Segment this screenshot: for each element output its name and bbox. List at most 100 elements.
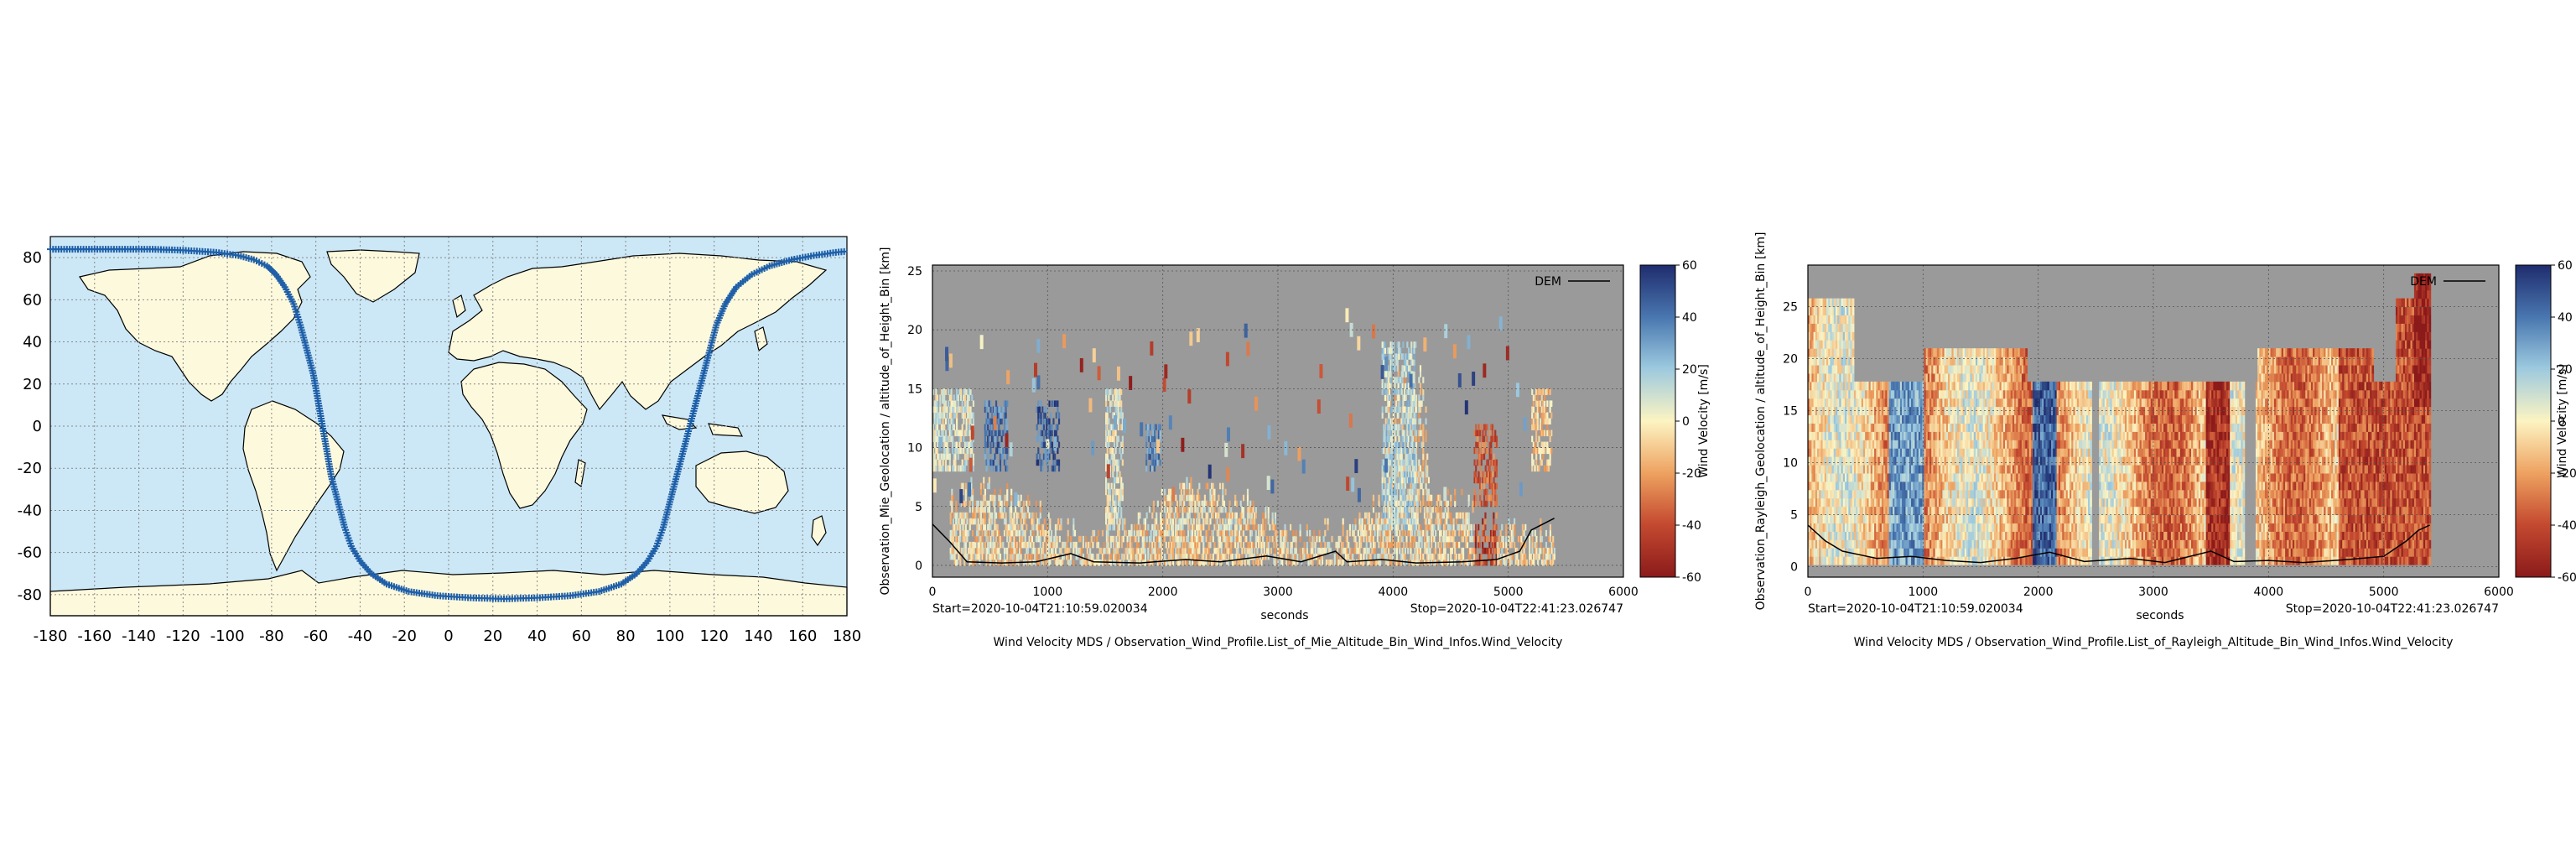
- mie-cell: [1385, 476, 1388, 484]
- mie-cell: [1117, 459, 1119, 466]
- mie-cell: [1235, 529, 1238, 537]
- mie-cell: [1089, 541, 1092, 549]
- mie-cell: [1383, 447, 1385, 455]
- mie-cell: [1146, 424, 1149, 431]
- mie-cell: [1216, 500, 1218, 508]
- mie-cell: [988, 512, 990, 519]
- mie-cell: [1397, 418, 1400, 425]
- mie-cell: [1145, 535, 1148, 543]
- mie-cell: [992, 465, 995, 472]
- mie-cell: [1385, 430, 1388, 437]
- mie-cell: [1179, 541, 1182, 549]
- mie-cell: [1060, 518, 1062, 525]
- mie-cell: [951, 547, 953, 554]
- mie-cell: [1222, 488, 1224, 496]
- mie-cell: [1383, 482, 1385, 490]
- mie-cell: [1409, 453, 1411, 461]
- mie-cell: [1041, 523, 1043, 531]
- mie-cell: [1006, 418, 1009, 425]
- mie-cell: [987, 424, 989, 431]
- mie-cell: [1418, 459, 1420, 466]
- mie-cell: [1171, 547, 1175, 554]
- mie-cell: [1299, 547, 1301, 554]
- mie-cell: [969, 553, 971, 560]
- mie-cell: [977, 541, 979, 549]
- mie-cell: [1088, 398, 1093, 413]
- mie-cell: [988, 523, 990, 531]
- mie-cell: [1452, 523, 1455, 531]
- mie-cell: [955, 512, 958, 519]
- mie-cell: [958, 541, 960, 549]
- mie-cell: [1064, 547, 1067, 554]
- mie-cell: [1194, 512, 1197, 519]
- mie-cell: [1258, 523, 1260, 531]
- mie-cell: [1108, 418, 1110, 425]
- island-japan: [754, 326, 768, 352]
- mie-cell: [1403, 430, 1406, 437]
- mie-cell: [1242, 529, 1245, 537]
- mie-cell: [1020, 535, 1022, 543]
- mie-cell: [948, 459, 951, 466]
- mie-cell: [1182, 523, 1184, 531]
- mie-cell: [1145, 453, 1148, 461]
- mie-cell: [1109, 547, 1111, 554]
- mie-cell: [969, 547, 971, 554]
- mie-cell: [1299, 529, 1301, 537]
- mie-cell: [1002, 512, 1005, 519]
- mie-cell: [1183, 500, 1186, 508]
- mie-cell: [1388, 447, 1390, 455]
- mie-cell: [968, 547, 970, 554]
- mie-cell: [1197, 506, 1199, 513]
- mie-cell: [1060, 523, 1062, 531]
- mie-cell: [1394, 447, 1396, 455]
- mie-cell: [1194, 529, 1197, 537]
- mie-cell: [977, 535, 979, 543]
- mie-cell: [1478, 447, 1480, 455]
- mie-cell: [1245, 535, 1248, 543]
- mie-cell: [1438, 535, 1441, 543]
- mie-cell: [1409, 465, 1411, 472]
- mie-cell: [1392, 406, 1394, 413]
- mie-cell: [1030, 535, 1032, 543]
- mie-cell: [1537, 559, 1540, 566]
- mie-cell: [1544, 547, 1546, 554]
- mie-cell: [1031, 535, 1033, 543]
- mie-cell: [1411, 500, 1415, 508]
- mie-cell: [1534, 441, 1536, 449]
- mie-cell: [1054, 535, 1057, 543]
- mie-cell: [1046, 559, 1049, 566]
- mie-cell: [1538, 435, 1540, 443]
- mie-cell: [959, 559, 962, 566]
- mie-cell: [1422, 377, 1425, 383]
- mie-cell: [1057, 418, 1061, 425]
- mie-cell: [1493, 518, 1495, 525]
- mie-cell: [951, 500, 953, 508]
- mie-cell: [1015, 547, 1018, 554]
- mie-cell: [964, 512, 967, 519]
- mie-cell: [974, 506, 977, 513]
- mie-cell: [1049, 535, 1052, 543]
- mie-cell: [1400, 347, 1402, 354]
- mie-cell: [1372, 324, 1376, 339]
- mie-cell: [989, 447, 992, 455]
- mie-cell: [1415, 412, 1417, 419]
- mie-cell: [1109, 494, 1112, 502]
- mie-cell: [975, 506, 979, 513]
- mie-cell: [1011, 553, 1014, 560]
- mie-cell: [1242, 512, 1245, 519]
- mie-cell: [1041, 553, 1043, 560]
- mie-cell: [1207, 512, 1209, 519]
- mie-cell: [1482, 518, 1484, 525]
- mie-cell: [979, 547, 983, 554]
- mie-cell: [1400, 453, 1403, 461]
- mie-cell: [1399, 529, 1401, 537]
- mie-cell: [1364, 518, 1367, 525]
- mie-cell: [1454, 529, 1457, 537]
- mie-cell: [1472, 500, 1474, 508]
- mie-cell: [949, 553, 952, 560]
- mie-cell: [963, 500, 966, 508]
- mie-cell: [962, 535, 964, 543]
- mie-cell: [1035, 553, 1037, 560]
- mie-cell: [1053, 541, 1056, 549]
- mie-cell: [1419, 406, 1422, 413]
